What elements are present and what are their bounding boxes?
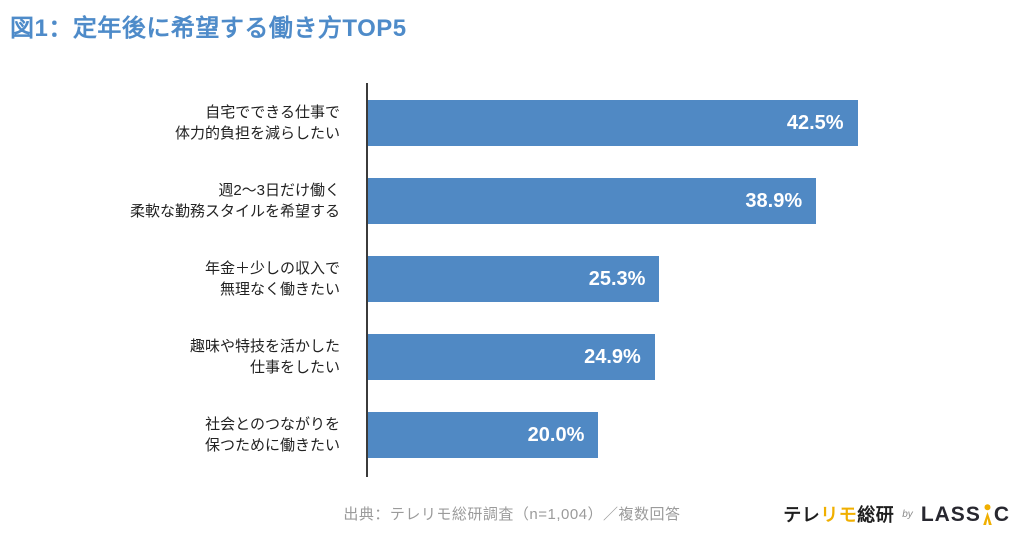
bar: 38.9% <box>368 178 817 224</box>
bar-value-label: 42.5% <box>786 111 844 134</box>
bar: 25.3% <box>368 256 660 302</box>
lassic-wordmark: LASS C <box>921 504 1010 525</box>
by-label: by <box>902 508 913 520</box>
category-label-line2: 体力的負担を減らしたい <box>174 125 340 142</box>
bar-row: 週2〜3日だけ働く 柔軟な勤務スタイルを希望する 38.9% <box>0 162 1024 240</box>
bar-track: 42.5% <box>368 100 944 146</box>
bar-track: 38.9% <box>368 178 944 224</box>
category-label-line1: 年金＋少しの収入で <box>204 260 340 277</box>
category-label-line1: 自宅でできる仕事で <box>205 104 340 121</box>
category-label-line2: 仕事をしたい <box>249 359 340 376</box>
category-label: 社会とのつながりを 保つために働きたい <box>0 414 354 456</box>
bar-row: 社会とのつながりを 保つために働きたい 20.0% <box>0 396 1024 474</box>
brand-suffix: 総研 <box>857 505 895 525</box>
bar-track: 24.9% <box>368 334 944 380</box>
bar-value-label: 24.9% <box>584 345 641 368</box>
person-icon <box>983 503 992 525</box>
bar-value-label: 20.0% <box>527 423 585 446</box>
brand-prefix: テレ <box>783 505 821 525</box>
terelimo-soken-wordmark: テレリモ総研 <box>783 501 894 527</box>
bar: 24.9% <box>368 334 655 380</box>
bar: 20.0% <box>368 412 599 458</box>
category-label-line2: 無理なく働きたい <box>219 281 340 298</box>
bar-track: 20.0% <box>368 412 944 458</box>
bar-chart: 自宅でできる仕事で 体力的負担を減らしたい 42.5% 週2〜3日だけ働く 柔軟… <box>0 83 1024 477</box>
bar: 42.5% <box>368 100 858 146</box>
lassic-right: C <box>993 502 1010 526</box>
y-axis-line <box>366 83 368 477</box>
category-label: 趣味や特技を活かした 仕事をしたい <box>0 336 354 378</box>
source-note: 出典：テレリモ総研調査（n=1,004）／複数回答 <box>343 506 681 523</box>
bar-value-label: 25.3% <box>588 267 646 290</box>
brand-logo: テレリモ総研 by LASS C <box>783 501 1010 527</box>
bar-row: 趣味や特技を活かした 仕事をしたい 24.9% <box>0 318 1024 396</box>
category-label: 自宅でできる仕事で 体力的負担を減らしたい <box>0 102 354 144</box>
bar-value-label: 38.9% <box>745 189 803 212</box>
category-label: 年金＋少しの収入で 無理なく働きたい <box>0 258 354 300</box>
category-label: 週2〜3日だけ働く 柔軟な勤務スタイルを希望する <box>0 180 354 222</box>
category-label-line2: 柔軟な勤務スタイルを希望する <box>129 203 340 220</box>
bar-row: 自宅でできる仕事で 体力的負担を減らしたい 42.5% <box>0 84 1024 162</box>
category-label-line1: 週2〜3日だけ働く <box>218 182 340 199</box>
category-label-line1: 趣味や特技を活かした <box>189 338 340 355</box>
bar-track: 25.3% <box>368 256 944 302</box>
figure-title: 図1：定年後に希望する働き方TOP5 <box>10 15 407 42</box>
brand-highlight: リモ <box>820 505 858 525</box>
category-label-line1: 社会とのつながりを <box>205 416 340 433</box>
lassic-left: LASS <box>920 502 981 526</box>
category-label-line2: 保つために働きたい <box>204 437 340 454</box>
bar-row: 年金＋少しの収入で 無理なく働きたい 25.3% <box>0 240 1024 318</box>
